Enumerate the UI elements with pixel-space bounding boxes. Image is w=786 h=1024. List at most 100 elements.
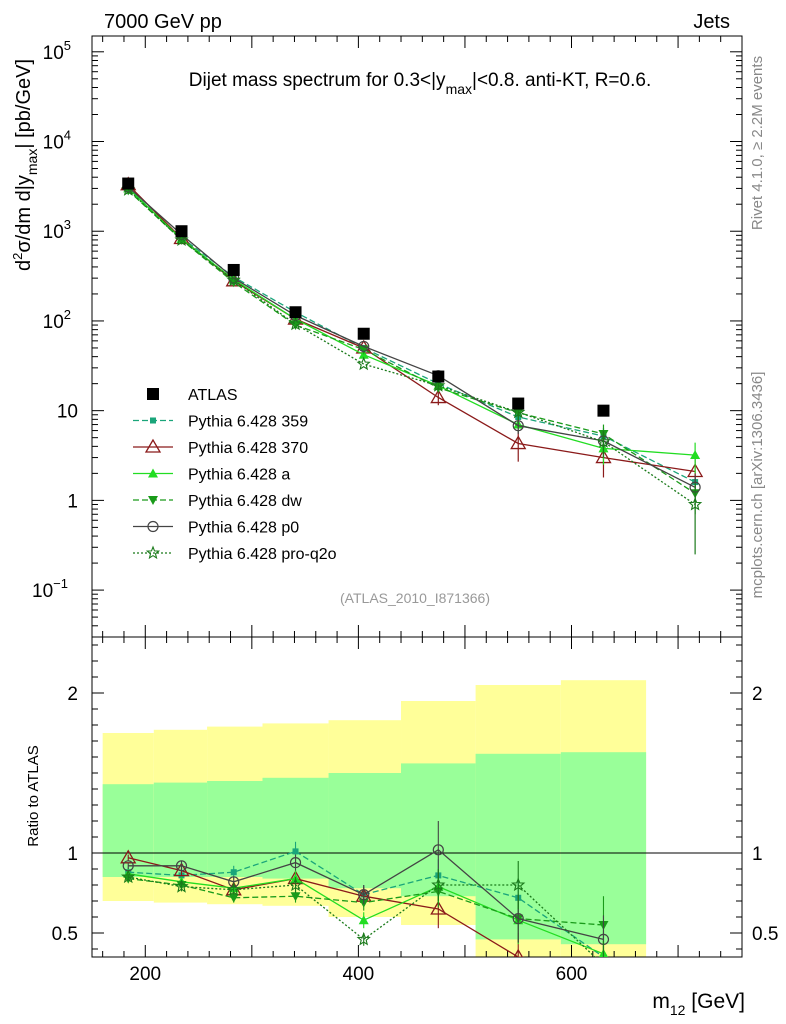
point-370-shape (510, 435, 527, 450)
band-inner-1 (153, 782, 208, 877)
ratio-line-359 (128, 850, 604, 957)
legend-label-dw: Pythia 6.428 dw (188, 493, 302, 510)
ratio-line-dw (128, 877, 604, 926)
data-point-atlas-shape (512, 397, 525, 410)
ratio-y-tick-label: 0.5 (52, 924, 78, 945)
legend-label-p0: Pythia 6.428 p0 (188, 520, 299, 537)
ratio-y-tick-label-right: 1 (752, 844, 763, 865)
ratio-point-370-shape (603, 956, 604, 957)
series-line-dw (127, 189, 696, 494)
point-proq2o (226, 272, 241, 287)
analysis-id-label: (ATLAS_2010_I871366) (340, 590, 490, 606)
rivet-version-label: Rivet 4.1.0, ≥ 2.2M events (749, 56, 766, 230)
point-proq2o-shape (687, 496, 703, 511)
legend-label-359: Pythia 6.428 359 (188, 414, 308, 431)
ratio-line-370 (128, 857, 526, 957)
data-point-atlas (357, 327, 370, 340)
legend-marker-a (148, 468, 158, 478)
point-370 (510, 435, 527, 450)
legend: ATLAS Pythia 6.428 359 Pythia 6.428 370 Pyt… (133, 387, 337, 563)
ratio-point-proq2o (356, 931, 371, 946)
ratio-point-p0-shape (432, 844, 444, 856)
ratio-point-proq2o-shape (511, 877, 526, 892)
legend-marker-359-shape (150, 417, 156, 424)
legend-marker-proq2o-shape (145, 545, 161, 560)
ratio-point-proq2o-shape (431, 877, 446, 892)
ratio-point-proq2o-shape (598, 959, 609, 970)
ratio-point-proq2o-shape (226, 882, 241, 896)
ratio-y-tick-label: 1 (67, 844, 78, 865)
point-proq2o (511, 404, 526, 419)
legend-label-atlas: ATLAS (188, 387, 238, 404)
ratio-point-proq2o (174, 879, 189, 893)
point-proq2o (431, 378, 446, 392)
ratio-y-tick-label-right: 0.5 (752, 924, 778, 945)
ratio-point-a (358, 915, 369, 925)
legend-marker-dw (148, 496, 158, 505)
ratio-series-proq2o (121, 861, 609, 970)
series-proq2o (121, 182, 703, 555)
series-atlas (122, 177, 610, 417)
header-right: Jets (693, 11, 730, 33)
data-point-atlas-shape (597, 404, 610, 417)
ratio-point-dw (290, 892, 301, 902)
header-left: 7000 GeV pp (104, 11, 222, 33)
ratio-point-proq2o-shape (288, 877, 303, 892)
data-point-atlas-shape (432, 370, 445, 383)
legend-entry-a: Pythia 6.428 a (133, 467, 290, 484)
y-tick-label: 1 (67, 491, 78, 512)
ratio-line-proq2o (128, 876, 596, 957)
legend-marker-370-shape (144, 438, 162, 453)
ratio-y-axis-label: Ratio to ATLAS (25, 745, 42, 846)
ratio-point-370-shape (430, 900, 447, 915)
ratio-point-p0-shape (175, 860, 188, 872)
point-p0-shape (358, 340, 370, 353)
data-point-atlas-shape (175, 225, 188, 238)
mcplots-label: mcplots.cern.ch [arXiv:1306.3436] (749, 372, 766, 599)
ratio-point-p0 (175, 860, 188, 872)
point-proq2o (288, 316, 303, 331)
point-proq2o-shape (288, 316, 303, 331)
point-p0 (358, 340, 370, 353)
ratio-series (120, 821, 610, 970)
point-proq2o-shape (356, 356, 371, 371)
band-inner-4 (328, 773, 402, 889)
point-proq2o (687, 496, 703, 511)
series-line-p0 (127, 186, 696, 488)
point-proq2o-shape (511, 404, 526, 419)
legend-marker-p0 (147, 520, 159, 533)
ratio-point-dw (228, 893, 239, 903)
point-dw-shape (290, 321, 301, 331)
ratio-point-proq2o (598, 959, 609, 970)
series-line-359 (127, 187, 696, 483)
legend-marker-370 (144, 438, 162, 453)
data-point-atlas (597, 404, 610, 417)
ratio-point-proq2o (431, 877, 446, 892)
main-panel: Dijet mass spectrum for 0.3<|ymax|<0.8. … (10, 35, 743, 638)
legend-label-proq2o: Pythia 6.428 pro-q2o (188, 546, 337, 563)
point-a-shape (690, 450, 701, 460)
point-proq2o-shape (226, 272, 241, 287)
band-inner-2 (207, 781, 263, 877)
data-point-atlas (227, 263, 240, 276)
ratio-point-p0-shape (512, 912, 524, 925)
x-tick-label: 400 (343, 964, 375, 985)
y-tick-label: 105 (43, 38, 71, 64)
ratio-point-proq2o-shape (356, 931, 371, 946)
ratio-point-proq2o (288, 877, 303, 892)
ratio-line-p0 (128, 849, 604, 941)
x-tick-label: 600 (556, 964, 588, 985)
ratio-point-359-shape (292, 848, 299, 855)
ratio-point-proq2o (226, 882, 241, 896)
point-370 (430, 389, 447, 404)
ratio-point-proq2o-shape (121, 869, 136, 884)
ratio-point-359-shape (230, 869, 237, 876)
y-tick-label: 103 (43, 217, 71, 243)
y-tick-label: 10−1 (32, 576, 68, 602)
data-point-atlas-shape (227, 263, 240, 276)
point-proq2o-shape (596, 434, 611, 448)
legend-marker-proq2o (145, 545, 161, 560)
data-point-atlas (289, 306, 302, 319)
main-y-axis-label: d2σ/dm d|ymax| [pb/GeV] (10, 59, 40, 271)
